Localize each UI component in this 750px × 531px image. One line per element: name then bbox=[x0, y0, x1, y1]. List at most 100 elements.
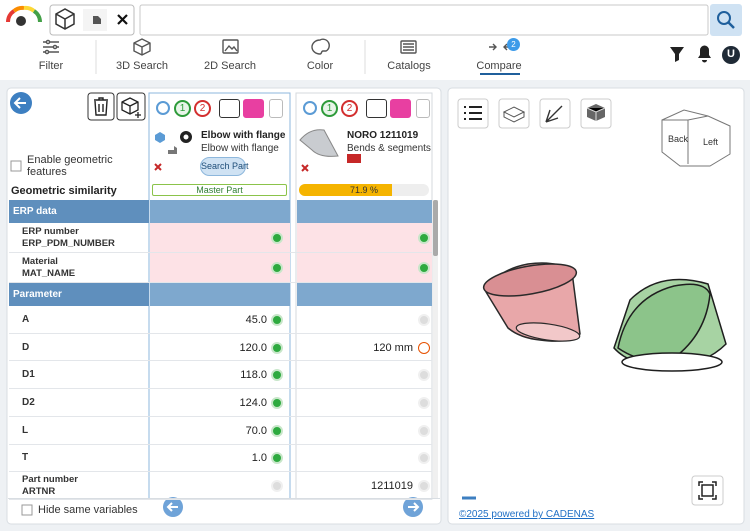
bell-icon[interactable] bbox=[698, 45, 711, 63]
row-label: L bbox=[22, 424, 29, 436]
nav-label[interactable]: 3D Search bbox=[116, 60, 168, 72]
back-arrow bbox=[13, 97, 26, 109]
cell-value: 120 mm bbox=[373, 341, 413, 354]
nav-label[interactable]: Color bbox=[306, 60, 334, 72]
nav-label[interactable]: Compare bbox=[476, 60, 522, 72]
row-label: Part number bbox=[22, 474, 78, 486]
row-border bbox=[9, 415, 432, 417]
nav-label[interactable]: Catalogs bbox=[387, 60, 431, 72]
delete-button[interactable] bbox=[416, 99, 430, 118]
delete-button[interactable] bbox=[269, 99, 283, 118]
cube-icon bbox=[55, 8, 75, 30]
similarity-text: 71.9 % bbox=[349, 185, 379, 195]
cell-value: 1.0 bbox=[251, 452, 267, 465]
row-label: D bbox=[22, 341, 30, 353]
section-title: ERP data bbox=[13, 206, 57, 217]
part-badge[interactable]: 2 bbox=[194, 100, 211, 117]
bottom-bar bbox=[8, 498, 440, 499]
add-part-button[interactable] bbox=[116, 92, 146, 121]
status-dot bbox=[271, 452, 283, 465]
status-dot bbox=[418, 232, 430, 244]
hide-same-checkbox[interactable] bbox=[21, 504, 33, 516]
row-label: T bbox=[22, 452, 29, 464]
geometric-toggle-label: features bbox=[27, 166, 67, 178]
row-border bbox=[9, 443, 432, 445]
model-green bbox=[613, 278, 727, 372]
close-icon[interactable] bbox=[117, 14, 128, 25]
model-red bbox=[482, 262, 581, 342]
section-header bbox=[297, 200, 432, 223]
cell-value: 70.0 bbox=[245, 424, 267, 437]
search-input[interactable] bbox=[139, 4, 709, 36]
row-border bbox=[9, 332, 432, 334]
user-avatar[interactable] bbox=[722, 46, 740, 64]
compare-button[interactable] bbox=[243, 99, 264, 118]
user-initial: U bbox=[727, 48, 735, 60]
row-label: D1 bbox=[22, 369, 35, 381]
nav-label[interactable]: 2D Search bbox=[204, 60, 256, 72]
search-button[interactable] bbox=[710, 4, 742, 36]
part-icons bbox=[154, 129, 361, 172]
section-header[interactable] bbox=[9, 283, 149, 306]
status-dot bbox=[418, 480, 430, 493]
view-cube[interactable] bbox=[661, 109, 731, 167]
section-header bbox=[150, 283, 290, 306]
status-dot bbox=[418, 262, 430, 274]
trash-icon bbox=[94, 97, 108, 116]
fullscreen-button[interactable] bbox=[691, 475, 724, 506]
nav-icons bbox=[43, 38, 511, 56]
cell-value: 118.0 bbox=[240, 369, 267, 382]
cell-value: 124.0 bbox=[239, 396, 267, 409]
part-badge[interactable]: 1 bbox=[174, 100, 191, 117]
part-name: NORO 1211019 bbox=[347, 130, 419, 141]
download-button[interactable] bbox=[219, 99, 240, 118]
search-part-button[interactable]: Search Part bbox=[200, 157, 249, 176]
section-header bbox=[150, 200, 290, 223]
filter-icon[interactable] bbox=[670, 47, 684, 62]
row-border bbox=[9, 252, 432, 253]
nav-badge: 2 bbox=[507, 38, 520, 51]
part-badge[interactable]: 2 bbox=[341, 100, 358, 117]
status-dot bbox=[418, 396, 430, 409]
cell-diff bbox=[297, 253, 432, 282]
status-dot bbox=[418, 341, 430, 354]
section-header[interactable] bbox=[9, 200, 149, 223]
status-dot bbox=[271, 262, 283, 274]
part-icon bbox=[303, 101, 317, 115]
cell-diff bbox=[150, 253, 290, 282]
row-label: D2 bbox=[22, 396, 35, 408]
download-button[interactable] bbox=[366, 99, 387, 118]
compare-button[interactable] bbox=[390, 99, 411, 118]
compare-panel bbox=[6, 87, 442, 525]
similarity-bar bbox=[299, 184, 429, 196]
status-dot bbox=[271, 341, 283, 354]
nav-label[interactable]: Filter bbox=[38, 60, 64, 72]
section-header bbox=[297, 283, 432, 306]
viewer-toolbar[interactable] bbox=[457, 98, 612, 129]
scrollbar-thumb[interactable] bbox=[433, 200, 438, 256]
similarity-fill bbox=[299, 184, 393, 196]
status-dot bbox=[271, 232, 283, 244]
right-arrow bbox=[408, 502, 420, 512]
geometric-checkbox[interactable] bbox=[10, 160, 22, 172]
status-dot bbox=[271, 369, 283, 382]
part-icon bbox=[156, 101, 170, 115]
cell-diff bbox=[150, 223, 290, 252]
cube-face-label[interactable]: Left bbox=[703, 137, 719, 147]
cell-diff bbox=[297, 223, 432, 252]
part-description: Elbow with flange bbox=[201, 143, 279, 154]
part-description: Bends & segments bbox=[347, 143, 431, 154]
geometric-toggle-label: Enable geometric bbox=[27, 154, 113, 166]
row-variable: ERP_PDM_NUMBER bbox=[22, 238, 115, 249]
cube-face-label[interactable]: Back bbox=[668, 134, 689, 144]
part-badge[interactable]: 1 bbox=[321, 100, 338, 117]
delete-all-button[interactable] bbox=[87, 92, 115, 121]
scrollbar-track bbox=[433, 200, 438, 498]
fullscreen-icon bbox=[698, 481, 717, 500]
footer-link[interactable]: ©2025 powered by CADENAS bbox=[459, 509, 595, 520]
hide-same-label[interactable]: Hide same variables bbox=[38, 504, 138, 516]
row-border bbox=[9, 471, 432, 473]
status-dot bbox=[418, 452, 430, 465]
